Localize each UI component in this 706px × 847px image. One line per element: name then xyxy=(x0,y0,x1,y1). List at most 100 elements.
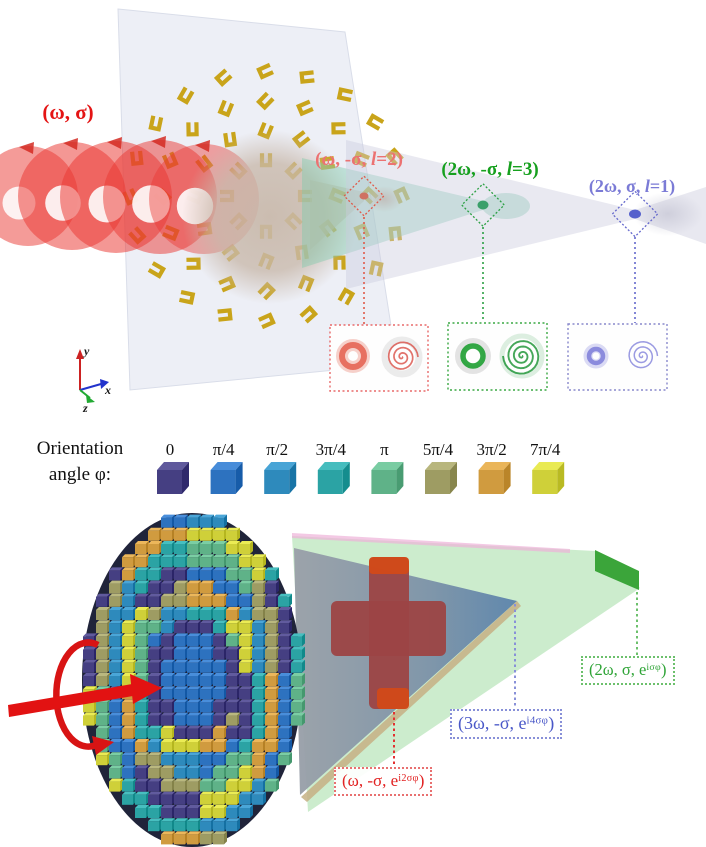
unit-cube-top xyxy=(161,527,175,531)
unit-cube xyxy=(187,583,198,594)
unit-cube-top xyxy=(252,620,266,624)
unit-cube xyxy=(148,649,159,660)
unit-cube xyxy=(174,834,185,845)
unit-cube xyxy=(174,636,185,647)
unit-cube xyxy=(135,649,146,660)
unit-cube-top xyxy=(174,725,188,729)
unit-cube xyxy=(252,570,263,581)
unit-cube xyxy=(213,689,224,700)
unit-cube-top xyxy=(291,699,305,703)
unit-cube xyxy=(213,676,224,686)
unit-cube-top xyxy=(239,686,253,690)
axes-triad xyxy=(76,349,109,403)
unit-cube xyxy=(174,623,185,634)
unit-cube xyxy=(239,728,250,739)
legend-cube xyxy=(210,470,236,494)
unit-cube xyxy=(265,662,276,673)
unit-cube xyxy=(187,768,198,779)
unit-cube xyxy=(252,702,263,713)
unit-cube xyxy=(187,610,198,620)
unit-cube xyxy=(135,636,146,647)
unit-cube xyxy=(174,676,185,686)
unit-cube xyxy=(239,702,250,713)
unit-cube-top xyxy=(252,633,266,637)
unit-cube-top xyxy=(239,607,253,610)
unit-cube xyxy=(239,768,250,779)
inset-red xyxy=(329,324,429,392)
srr-element xyxy=(176,86,195,105)
unit-cube xyxy=(148,557,159,568)
unit-cube-top xyxy=(213,712,227,716)
unit-cube xyxy=(187,676,198,686)
unit-cube-top xyxy=(135,659,149,663)
legend-cube-top xyxy=(210,462,243,470)
unit-cube-top xyxy=(200,567,214,571)
unit-cube xyxy=(187,781,198,792)
unit-cube xyxy=(174,808,185,818)
unit-cube-top xyxy=(135,607,149,610)
unit-cube-top xyxy=(161,659,175,663)
unit-cube-top xyxy=(278,712,292,716)
unit-cube xyxy=(187,517,198,528)
unit-cube-top xyxy=(148,567,162,571)
unit-cube-top xyxy=(161,739,175,742)
label-text: (ω, -σ, e xyxy=(342,771,399,790)
unit-cube-top xyxy=(252,673,266,676)
unit-cube-top xyxy=(200,659,214,663)
unit-cube-top xyxy=(122,646,136,650)
label-text: =3) xyxy=(512,159,539,180)
unit-cube-top xyxy=(109,593,123,597)
unit-cube-top xyxy=(148,633,162,637)
srr-element xyxy=(148,115,164,132)
unit-cube-top xyxy=(83,633,97,637)
fundamental-cone xyxy=(310,180,364,250)
unit-cube xyxy=(252,557,263,568)
unit-cube xyxy=(291,702,302,713)
unit-cube-top xyxy=(187,554,201,558)
unit-cube xyxy=(96,610,107,620)
unit-cube xyxy=(148,755,159,766)
legend-cube-side xyxy=(342,462,350,494)
x-axis-label: x xyxy=(105,383,111,397)
unit-cube-top xyxy=(187,633,201,637)
unit-cube-top xyxy=(213,514,227,518)
unit-cube-top xyxy=(239,620,253,624)
unit-cube-top xyxy=(252,659,266,663)
unit-cube-top xyxy=(226,712,240,716)
unit-cube xyxy=(109,662,120,673)
unit-cube-top xyxy=(278,659,292,663)
unit-cube xyxy=(161,583,172,594)
unit-cube-top xyxy=(135,791,149,795)
unit-cube-top xyxy=(83,659,97,663)
unit-cube-top xyxy=(96,633,110,637)
label-text: (3ω, -σ, e xyxy=(458,713,527,733)
unit-cube xyxy=(148,623,159,634)
unit-cube-top xyxy=(174,607,188,610)
unit-cube xyxy=(213,662,224,673)
srr-element xyxy=(295,99,314,117)
unit-cube-top xyxy=(148,752,162,756)
legend-cube-top xyxy=(425,462,457,470)
unit-cube xyxy=(174,821,185,832)
unit-cube xyxy=(122,742,133,752)
unit-cube-top xyxy=(226,725,240,729)
unit-cube-top xyxy=(226,752,240,756)
unit-cube-top xyxy=(109,673,123,676)
unit-cube-top xyxy=(174,791,188,795)
unit-cube xyxy=(200,636,211,647)
fundamental-blob xyxy=(182,130,358,304)
unit-cube xyxy=(213,781,224,792)
unit-cube xyxy=(187,821,198,832)
unit-cube-top xyxy=(109,739,123,742)
top-panel-canvas xyxy=(0,8,706,403)
unit-cube-top xyxy=(161,620,175,624)
srr-element xyxy=(147,261,167,279)
unit-cube-top xyxy=(278,646,292,650)
unit-cube xyxy=(161,821,172,832)
incident-beam-label: (ω, σ) xyxy=(33,100,103,125)
unit-cube xyxy=(291,649,302,660)
unit-cube-top xyxy=(187,805,201,808)
unit-cube xyxy=(148,808,159,818)
unit-cube xyxy=(148,742,159,752)
unit-cube-top xyxy=(213,805,227,808)
